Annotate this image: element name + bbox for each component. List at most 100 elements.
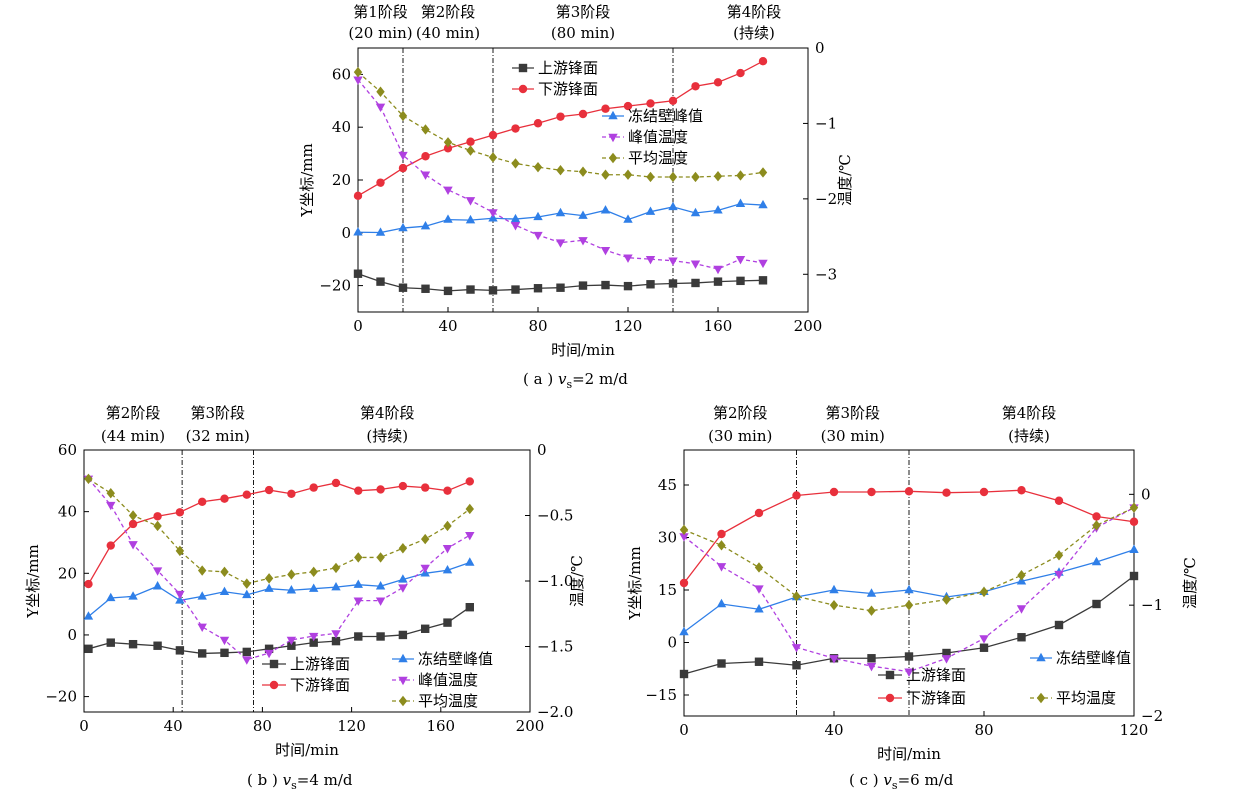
data-point xyxy=(717,540,726,551)
data-point xyxy=(646,99,655,108)
x-tick-label: 0 xyxy=(679,721,689,739)
x-tick-label: 40 xyxy=(824,721,843,739)
data-point xyxy=(555,239,566,248)
legend-label: 下游锋面 xyxy=(290,676,350,694)
data-point xyxy=(646,280,655,289)
data-point xyxy=(442,565,453,574)
y2-tick-label: −2 xyxy=(815,190,837,208)
caption-subscript: s xyxy=(291,779,297,792)
data-point xyxy=(533,231,543,241)
data-point xyxy=(735,198,746,207)
data-point xyxy=(376,178,385,187)
data-point xyxy=(736,276,745,286)
data-point xyxy=(398,283,408,292)
legend-marker xyxy=(518,63,528,73)
y-axis-label: Y坐标/mm xyxy=(626,546,644,620)
data-point xyxy=(398,163,408,173)
data-point xyxy=(375,597,386,606)
data-point xyxy=(465,477,474,486)
legend-label: 冻结壁峰值 xyxy=(418,650,493,668)
data-point xyxy=(691,171,700,183)
panel-caption: ( a ) vs=2 m/d xyxy=(523,370,628,391)
data-point xyxy=(466,137,475,146)
data-point xyxy=(353,579,363,588)
data-point xyxy=(175,545,185,557)
data-point xyxy=(465,557,475,566)
data-point xyxy=(679,578,689,588)
data-point xyxy=(691,278,700,288)
data-point xyxy=(465,603,474,612)
data-point xyxy=(465,197,476,206)
data-point xyxy=(679,626,689,636)
data-point xyxy=(264,583,274,592)
data-point xyxy=(106,592,116,602)
data-point xyxy=(668,201,678,211)
data-point xyxy=(442,545,453,554)
data-point xyxy=(106,638,115,647)
data-point xyxy=(220,566,229,578)
data-point xyxy=(645,206,656,215)
stage-duration: (32 min) xyxy=(186,427,250,445)
legend-marker xyxy=(518,84,528,94)
stage-duration: (30 min) xyxy=(708,427,772,445)
legend-item: 平均温度 xyxy=(392,692,478,710)
legend-item: 下游锋面 xyxy=(878,689,966,707)
data-point xyxy=(420,221,431,230)
data-point xyxy=(421,284,430,293)
data-point xyxy=(466,285,475,294)
data-point xyxy=(309,483,318,492)
data-point xyxy=(443,486,452,495)
stage-label: 第4阶段 xyxy=(1002,404,1057,422)
data-point xyxy=(713,78,723,87)
data-point xyxy=(829,487,839,497)
data-point xyxy=(1017,570,1026,581)
x-tick-label: 200 xyxy=(794,317,823,335)
data-point xyxy=(242,490,251,499)
y2-tick-label: −1.0 xyxy=(537,572,573,590)
data-point xyxy=(601,169,610,180)
y-tick-label: 0 xyxy=(67,626,77,644)
data-point xyxy=(754,508,764,518)
data-point xyxy=(578,281,588,290)
x-tick-label: 80 xyxy=(253,717,272,735)
legend-marker xyxy=(269,680,279,690)
data-point xyxy=(646,171,655,183)
data-point xyxy=(1054,570,1064,580)
data-point xyxy=(623,254,633,263)
data-point xyxy=(420,483,430,492)
data-point xyxy=(331,478,341,488)
data-point xyxy=(867,605,876,616)
data-point xyxy=(1017,633,1026,642)
data-point xyxy=(398,151,408,161)
legend-marker xyxy=(398,676,408,686)
data-point xyxy=(904,487,914,496)
data-point xyxy=(717,529,726,539)
data-point xyxy=(533,161,543,173)
caption-prefix: ( a ) xyxy=(523,370,558,388)
stage-label: 第2阶段 xyxy=(421,3,476,21)
data-point xyxy=(758,57,768,66)
y-tick-label: 20 xyxy=(332,171,351,189)
data-point xyxy=(1016,605,1027,614)
y2-tick-label: −3 xyxy=(815,265,837,283)
data-point xyxy=(354,486,363,495)
legend-marker xyxy=(608,110,618,120)
data-point xyxy=(578,166,588,177)
stage-label: 第3阶段 xyxy=(191,404,246,422)
data-point xyxy=(942,648,951,658)
data-point xyxy=(106,488,115,499)
data-point xyxy=(83,611,94,620)
legend-marker xyxy=(608,152,618,164)
data-point xyxy=(242,656,252,665)
data-point xyxy=(904,584,914,594)
data-point xyxy=(443,618,452,627)
caption-prefix: ( b ) xyxy=(247,771,283,789)
data-point xyxy=(1092,599,1101,609)
data-point xyxy=(754,604,764,613)
data-point xyxy=(153,520,162,532)
legend-label: 上游锋面 xyxy=(290,655,350,673)
data-point xyxy=(600,246,611,256)
data-point xyxy=(600,205,611,214)
data-point xyxy=(353,597,363,606)
legend-marker xyxy=(398,653,408,663)
